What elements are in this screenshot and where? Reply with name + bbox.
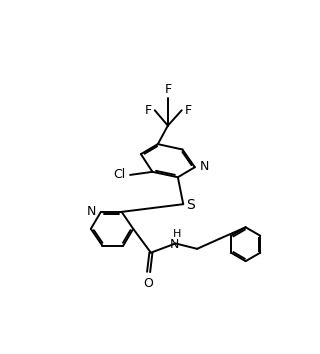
Text: H: H xyxy=(173,229,181,239)
Text: F: F xyxy=(185,104,192,117)
Text: O: O xyxy=(144,277,154,290)
Text: F: F xyxy=(145,104,152,117)
Text: N: N xyxy=(87,205,96,218)
Text: S: S xyxy=(186,198,195,212)
Text: Cl: Cl xyxy=(113,169,125,181)
Text: F: F xyxy=(164,82,172,96)
Text: N: N xyxy=(170,238,180,251)
Text: N: N xyxy=(199,160,209,173)
